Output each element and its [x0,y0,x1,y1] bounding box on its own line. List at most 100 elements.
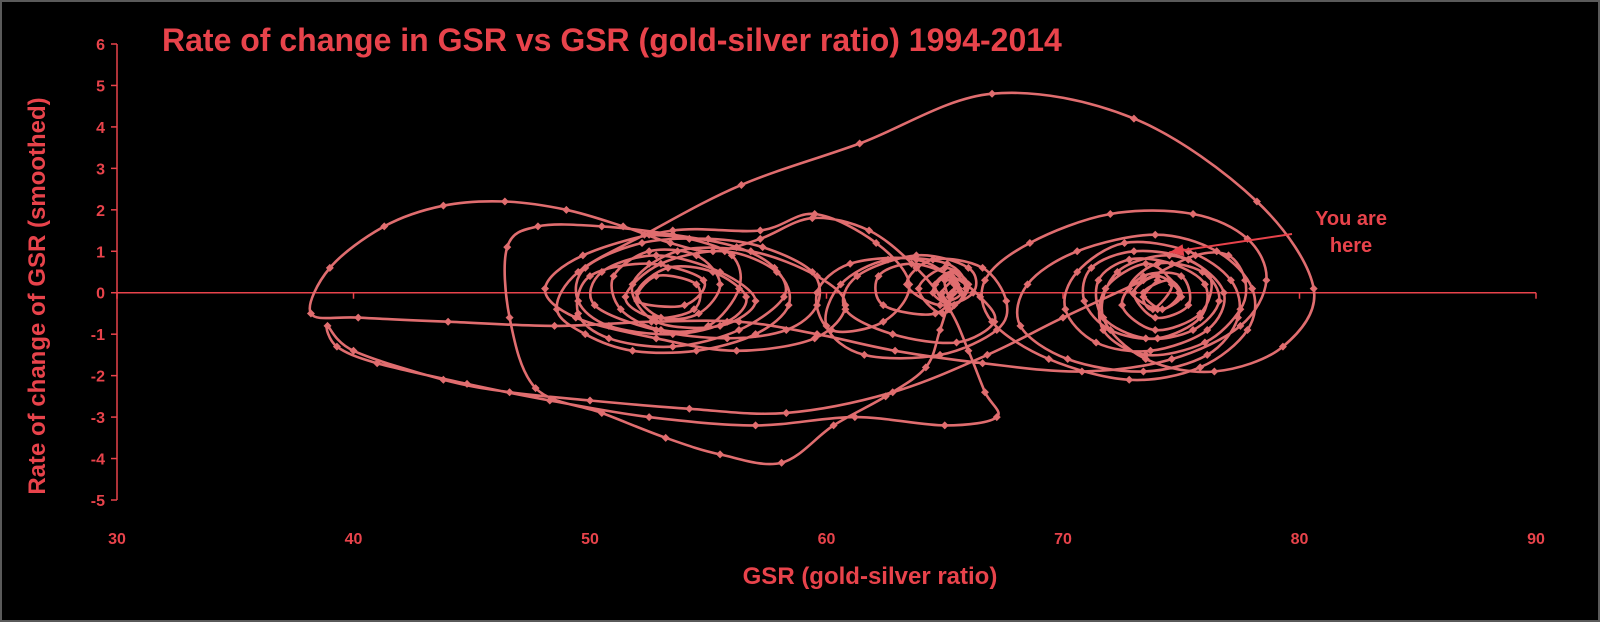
data-point [531,384,540,393]
data-point [723,334,732,343]
data-point [444,317,453,326]
data-point [950,301,959,310]
data-point [1002,297,1011,306]
x-tick-label: 50 [581,531,599,548]
data-point [940,263,949,272]
data-point [1099,313,1108,322]
x-tick-label: 70 [1054,531,1072,548]
data-point [1200,280,1209,289]
data-point [647,317,656,326]
data-point [720,247,729,256]
data-point [1141,355,1150,364]
data-point [586,396,594,405]
data-point [907,259,916,268]
x-tick-label: 40 [345,531,363,548]
data-point [578,251,587,260]
data-point [1309,284,1318,293]
data-point [808,214,817,223]
data-point [1203,350,1212,359]
data-point [841,301,850,310]
data-point [1205,272,1214,281]
data-point [1023,280,1032,289]
data-point [1153,334,1162,343]
data-point [692,251,701,260]
data-point [1016,321,1025,330]
data-point [609,272,618,281]
data-point [1129,247,1138,256]
data-point [656,259,665,268]
data-point [928,288,937,297]
data-point [947,288,956,297]
data-point [694,309,703,318]
data-point [732,346,741,355]
data-point [1113,268,1122,276]
data-point [853,272,862,281]
data-point [692,280,701,289]
data-point [813,288,822,297]
data-point [855,139,864,148]
data-point [1129,114,1138,123]
x-tick-label: 80 [1291,531,1309,548]
data-point [879,301,888,310]
data-point [692,346,701,355]
data-point [1184,255,1193,264]
data-point [621,292,630,301]
y-tick-label: 3 [96,161,105,178]
data-point [685,234,694,243]
data-point [888,388,897,397]
data-point [633,297,642,306]
data-point [690,305,699,314]
annotation-text: You are here [1296,206,1406,260]
data-point [1073,247,1082,256]
data-point [962,284,971,293]
data-point [921,363,930,372]
data-point [1146,346,1155,355]
data-point [645,230,654,239]
data-point [914,284,923,293]
data-point [380,222,389,231]
y-tick-label: -2 [91,369,105,386]
data-point [1061,305,1070,314]
y-tick-label: 2 [96,203,105,220]
data-point [533,222,542,231]
data-point [1191,251,1200,260]
data-point [1196,309,1205,318]
data-point [552,305,561,314]
data-point [822,321,831,330]
data-point [505,313,514,322]
data-point [1200,338,1209,347]
data-point [936,301,945,310]
data-point [964,346,973,355]
data-point [742,292,751,301]
data-point [888,330,897,339]
data-point [751,297,760,306]
data-point [737,180,746,189]
data-point [1106,326,1115,335]
data-point [1063,355,1072,364]
data-point [727,251,736,260]
series-group [306,89,1318,467]
data-point [586,272,594,281]
axes: 6 5 4 3 2 1 0 -1 -2 -3 -4 -5 30 40 50 60 70 80 90 [91,37,1545,548]
data-point [716,321,725,330]
data-point [808,268,817,276]
data-point [1177,292,1186,301]
data-point [652,272,661,281]
data-point [1106,209,1115,218]
x-tick-label: 30 [108,531,126,548]
data-point [463,379,472,388]
data-point [1141,334,1150,343]
data-point [782,326,791,335]
data-point [940,276,949,285]
data-point [940,297,949,306]
data-point [597,268,606,276]
data-point [865,226,874,235]
data-point [656,326,665,335]
y-tick-label: -4 [91,452,105,469]
y-tick-label: 4 [96,120,105,137]
data-point [541,284,550,293]
data-point [716,280,725,289]
data-point [574,268,583,276]
annotation-arrow-line [1169,233,1293,254]
x-tick-label: 60 [818,531,836,548]
